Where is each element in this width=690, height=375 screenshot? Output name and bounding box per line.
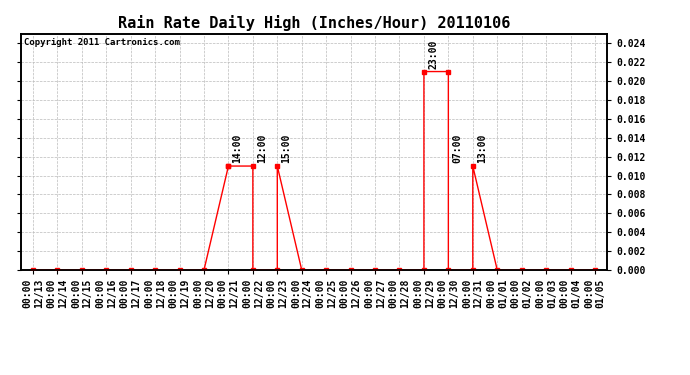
Text: 12:00: 12:00	[257, 134, 267, 163]
Text: 15:00: 15:00	[282, 134, 291, 163]
Text: 07:00: 07:00	[453, 134, 462, 163]
Title: Rain Rate Daily High (Inches/Hour) 20110106: Rain Rate Daily High (Inches/Hour) 20110…	[118, 15, 510, 31]
Text: 13:00: 13:00	[477, 134, 487, 163]
Text: Copyright 2011 Cartronics.com: Copyright 2011 Cartronics.com	[23, 39, 179, 48]
Text: 23:00: 23:00	[428, 39, 438, 69]
Text: 14:00: 14:00	[233, 134, 243, 163]
